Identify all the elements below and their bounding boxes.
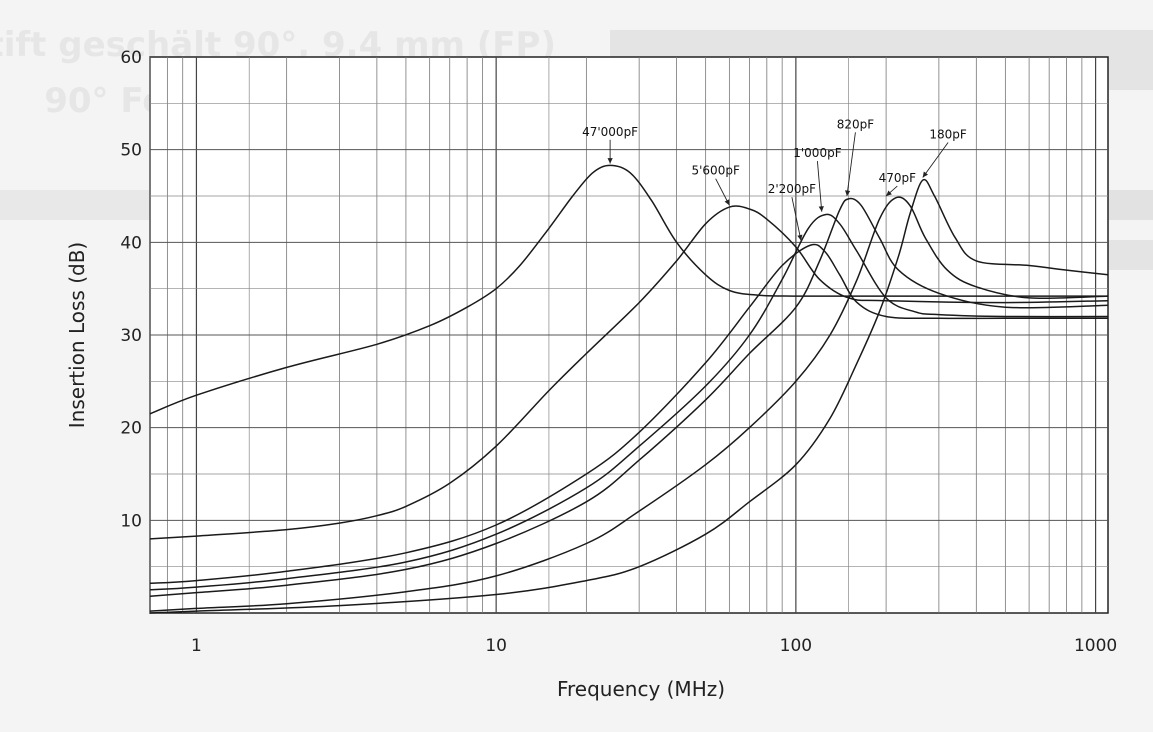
annotation-label-6: 180pF [929,128,967,142]
annotation-arrowhead-2 [797,234,803,241]
annotations-group: 47'000pF 5'600pF 2'200pF 1'000pF 820pF 470pF 1… [582,117,967,241]
grid-lines [149,57,1108,613]
annotation-arrowhead-6 [922,171,929,178]
annotation-label-1: 5'600pF [691,164,739,178]
annotation-leader-4 [846,132,856,197]
y-tick-label: 20 [120,419,142,439]
series-line-5 [149,196,1109,612]
annotation-arrowhead-3 [818,206,824,212]
series-line-3 [149,213,1109,591]
y-tick-label: 40 [120,233,142,253]
annotation-label-3: 1'000pF [793,146,841,160]
series-line-6 [149,178,1109,614]
y-tick-labels: 10 20 30 40 50 60 [120,48,142,531]
annotation-arrowhead-5 [886,190,892,196]
series-line-0 [149,164,1108,415]
annotation-label-5: 470pF [879,171,917,185]
series-group [149,164,1109,614]
x-tick-label: 1000 [1074,636,1117,656]
series-line-4 [149,197,1109,598]
annotation-label-4: 820pF [837,117,875,131]
y-tick-label: 30 [120,326,142,346]
annotation-arrowhead-0 [607,158,613,164]
annotation-leader-2 [791,197,802,241]
x-tick-label: 100 [780,636,812,656]
annotation-leader-6 [922,142,949,178]
y-tick-label: 10 [120,511,142,531]
annotation-label-2: 2'200pF [768,182,816,196]
annotation-arrowhead-4 [845,190,851,196]
y-axis-label: Insertion Loss (dB) [65,242,89,428]
x-axis-label: Frequency (MHz) [557,677,725,701]
x-tick-label: 1 [191,636,202,656]
y-tick-label: 50 [120,141,142,161]
x-tick-label: 10 [485,636,507,656]
annotation-leader-3 [816,161,823,212]
annotation-arrowhead-1 [724,199,730,206]
annotation-label-0: 47'000pF [582,125,638,139]
y-tick-label: 60 [120,48,142,68]
x-tick-labels: 1 10 100 1000 [191,636,1117,656]
series-line-2 [149,243,1108,585]
